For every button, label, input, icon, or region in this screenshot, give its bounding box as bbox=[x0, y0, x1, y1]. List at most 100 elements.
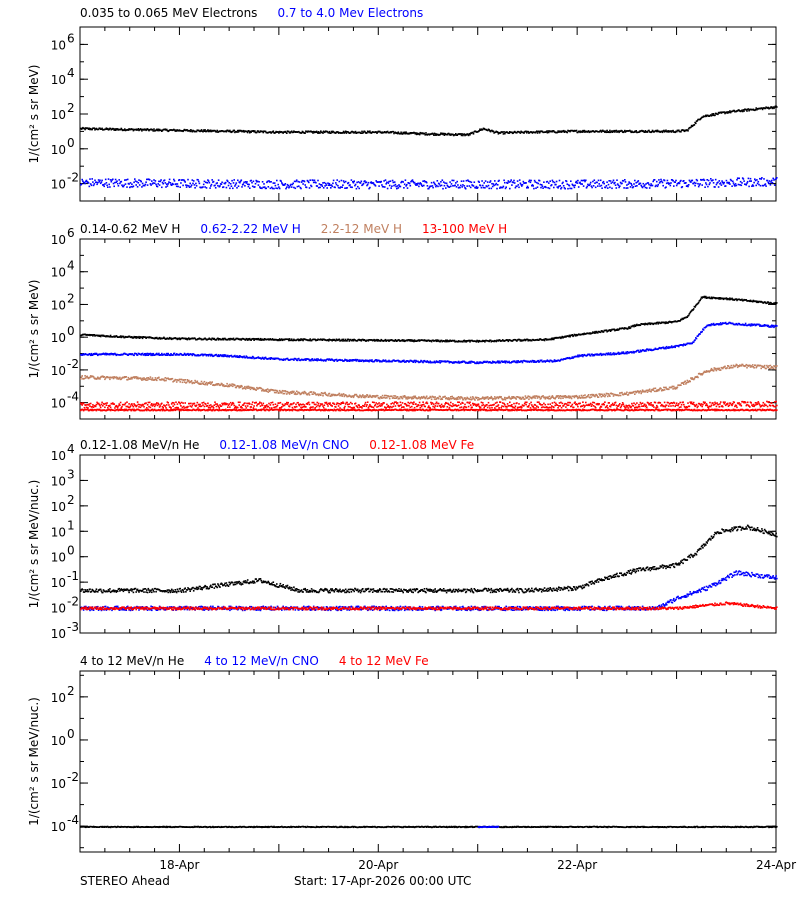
data-point bbox=[591, 393, 593, 396]
data-point bbox=[272, 182, 275, 184]
data-point bbox=[491, 360, 494, 363]
data-point bbox=[464, 397, 466, 399]
data-point bbox=[764, 107, 767, 110]
data-point bbox=[364, 130, 366, 133]
data-point bbox=[375, 131, 377, 133]
data-point bbox=[546, 397, 549, 400]
data-point bbox=[349, 338, 352, 341]
data-point bbox=[386, 397, 388, 399]
data-point bbox=[330, 395, 332, 397]
data-point bbox=[139, 179, 142, 182]
data-point bbox=[741, 177, 744, 179]
data-point bbox=[295, 358, 297, 360]
data-point bbox=[394, 183, 397, 186]
data-point bbox=[210, 185, 212, 187]
data-point bbox=[312, 393, 314, 395]
data-point bbox=[185, 337, 188, 340]
data-point bbox=[235, 182, 238, 184]
data-point bbox=[253, 339, 255, 341]
data-point bbox=[388, 340, 390, 342]
data-point bbox=[731, 297, 733, 300]
data-point bbox=[687, 314, 690, 317]
data-point bbox=[621, 391, 623, 394]
data-point bbox=[104, 128, 106, 131]
data-point bbox=[221, 355, 223, 358]
data-point bbox=[720, 184, 723, 186]
data-point bbox=[479, 340, 482, 343]
data-point bbox=[272, 130, 275, 132]
data-point bbox=[658, 389, 660, 392]
data-point bbox=[457, 341, 459, 343]
data-point bbox=[538, 360, 541, 363]
data-point bbox=[760, 178, 762, 180]
data-point bbox=[528, 398, 530, 401]
data-point bbox=[227, 384, 230, 387]
data-point bbox=[729, 297, 731, 299]
data-point bbox=[729, 183, 731, 185]
data-point bbox=[342, 180, 345, 182]
data-point bbox=[329, 184, 331, 187]
data-point bbox=[724, 321, 727, 324]
data-point bbox=[591, 186, 593, 189]
data-point bbox=[322, 360, 325, 362]
data-point bbox=[168, 178, 171, 181]
data-point bbox=[390, 187, 392, 189]
data-point bbox=[143, 353, 146, 355]
data-point bbox=[418, 132, 420, 135]
data-point bbox=[354, 132, 356, 134]
data-point bbox=[708, 296, 711, 299]
data-point bbox=[183, 381, 186, 383]
data-point bbox=[606, 392, 608, 395]
data-point bbox=[766, 179, 769, 182]
data-point bbox=[108, 183, 110, 186]
data-point bbox=[504, 187, 507, 190]
data-point bbox=[146, 128, 149, 130]
data-point bbox=[641, 186, 644, 189]
data-point bbox=[548, 187, 551, 190]
data-point bbox=[650, 390, 652, 393]
data-point bbox=[714, 186, 716, 188]
data-point bbox=[278, 132, 280, 134]
data-point bbox=[591, 332, 593, 334]
data-point bbox=[721, 323, 723, 325]
data-point bbox=[246, 385, 248, 388]
data-point bbox=[259, 337, 262, 340]
data-point bbox=[259, 186, 261, 188]
data-point bbox=[163, 353, 166, 355]
data-point bbox=[435, 185, 437, 188]
data-point bbox=[587, 395, 589, 397]
data-point bbox=[634, 185, 637, 187]
data-point bbox=[568, 397, 571, 399]
data-point bbox=[340, 179, 343, 182]
data-point bbox=[518, 186, 520, 189]
data-point bbox=[519, 132, 522, 134]
data-point bbox=[376, 338, 378, 341]
data-point bbox=[457, 361, 459, 364]
data-point bbox=[300, 187, 302, 190]
data-point bbox=[169, 354, 172, 357]
data-point bbox=[650, 348, 652, 351]
data-point bbox=[230, 185, 233, 187]
data-point bbox=[303, 180, 306, 183]
data-point bbox=[355, 187, 358, 190]
data-point bbox=[80, 376, 83, 379]
data-point bbox=[230, 384, 233, 387]
data-point bbox=[715, 183, 718, 186]
data-point bbox=[515, 398, 517, 400]
data-point bbox=[141, 337, 144, 340]
data-point bbox=[312, 179, 314, 182]
data-point bbox=[460, 133, 462, 135]
data-point bbox=[522, 180, 525, 183]
data-point bbox=[528, 361, 531, 363]
data-point bbox=[310, 185, 313, 188]
data-point bbox=[91, 128, 93, 131]
data-point bbox=[442, 181, 445, 183]
data-point bbox=[749, 299, 752, 302]
y-axis-label: 1/(cm² s sr MeV) bbox=[27, 65, 41, 164]
data-point bbox=[739, 180, 742, 183]
data-point bbox=[262, 389, 265, 391]
data-point bbox=[606, 181, 608, 183]
data-point bbox=[178, 378, 181, 381]
data-point bbox=[607, 187, 609, 189]
data-point bbox=[120, 180, 123, 183]
